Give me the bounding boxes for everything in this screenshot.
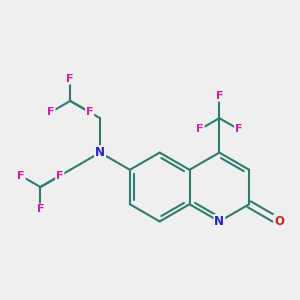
Text: N: N: [95, 146, 105, 159]
Text: F: F: [67, 74, 74, 83]
Text: F: F: [17, 171, 25, 181]
Text: F: F: [216, 91, 223, 101]
Text: F: F: [235, 124, 242, 134]
Text: F: F: [196, 124, 204, 134]
Text: N: N: [214, 215, 224, 228]
Text: F: F: [47, 107, 55, 117]
Text: F: F: [86, 107, 93, 117]
Text: F: F: [37, 204, 44, 214]
Text: O: O: [274, 215, 284, 228]
Text: F: F: [56, 171, 64, 181]
